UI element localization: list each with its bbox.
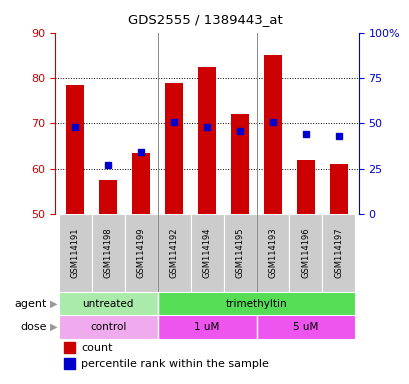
Bar [164,83,183,214]
Bar [322,214,355,292]
Text: GSM114195: GSM114195 [235,228,244,278]
Bar [256,214,289,292]
Bar [256,315,355,339]
Text: count: count [81,343,112,353]
Bar [190,214,223,292]
Bar [124,214,157,292]
Bar [58,292,157,315]
Text: GSM114192: GSM114192 [169,228,178,278]
Bar [296,160,314,214]
Bar [99,180,117,214]
Text: ▶: ▶ [49,322,57,332]
Text: untreated: untreated [82,299,133,309]
Text: trimethyltin: trimethyltin [225,299,287,309]
Bar [157,315,256,339]
Text: GSM114199: GSM114199 [136,228,145,278]
Text: 1 uM: 1 uM [194,322,219,332]
Text: GSM114193: GSM114193 [268,228,277,278]
Bar [66,85,84,214]
Text: GSM114198: GSM114198 [103,228,112,278]
Bar [230,114,249,214]
Bar [263,55,281,214]
Text: percentile rank within the sample: percentile rank within the sample [81,359,268,369]
Text: 5 uM: 5 uM [292,322,318,332]
Bar [223,214,256,292]
Text: GDS2555 / 1389443_at: GDS2555 / 1389443_at [127,13,282,26]
Bar [289,214,322,292]
Text: dose: dose [20,322,47,332]
Text: GSM114194: GSM114194 [202,228,211,278]
Bar [64,358,75,369]
Bar [157,292,355,315]
Bar [157,214,190,292]
Bar [58,315,157,339]
Bar [91,214,124,292]
Text: agent: agent [15,299,47,309]
Bar [58,214,91,292]
Text: GSM114196: GSM114196 [301,228,310,278]
Bar [198,67,216,214]
Bar [132,153,150,214]
Bar [64,342,75,353]
Text: GSM114191: GSM114191 [70,228,79,278]
Bar [329,164,347,214]
Text: ▶: ▶ [49,299,57,309]
Text: control: control [90,322,126,332]
Text: GSM114197: GSM114197 [334,228,343,278]
